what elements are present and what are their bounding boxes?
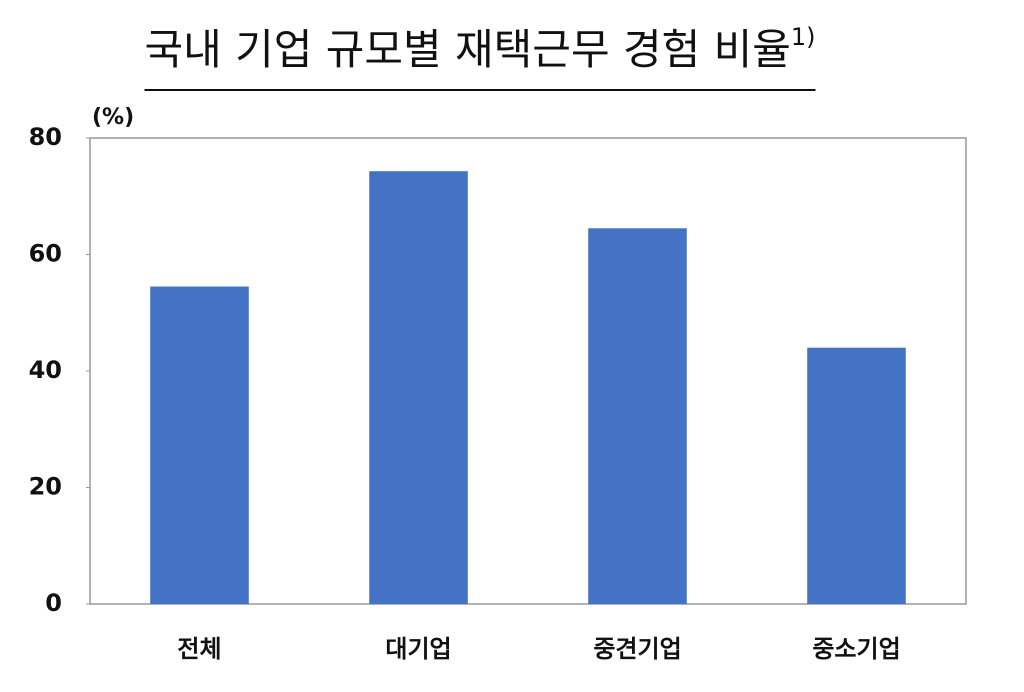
chart-title: 국내 기업 규모별 재택근무 경험 비율1) bbox=[145, 23, 816, 74]
y-tick-label: 20 bbox=[29, 473, 62, 501]
y-tick-label: 80 bbox=[29, 123, 62, 151]
x-tick-label: 전체 bbox=[177, 635, 221, 663]
y-tick-label: 60 bbox=[29, 240, 62, 268]
y-tick-label: 40 bbox=[29, 356, 62, 384]
bar bbox=[369, 171, 468, 604]
x-tick-label: 중견기업 bbox=[593, 635, 681, 663]
bar bbox=[150, 286, 249, 604]
y-tick-label: 0 bbox=[45, 589, 62, 617]
bar bbox=[588, 228, 687, 604]
title-note: 1) bbox=[791, 23, 816, 51]
x-tick-label: 중소기업 bbox=[812, 635, 900, 663]
title-text: 국내 기업 규모별 재택근무 경험 비율 bbox=[145, 25, 791, 74]
bar bbox=[807, 347, 906, 604]
x-tick-label: 대기업 bbox=[385, 635, 451, 663]
y-axis-label: (%) bbox=[92, 105, 134, 130]
